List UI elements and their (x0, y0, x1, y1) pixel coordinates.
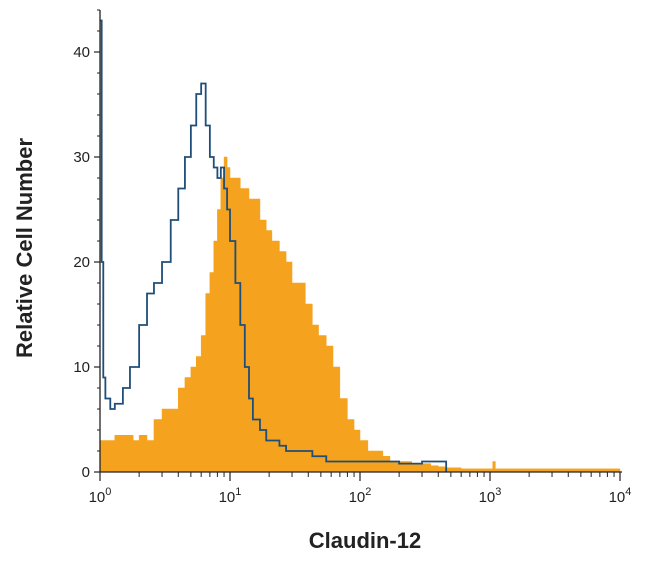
y-tick-label: 20 (73, 254, 90, 271)
y-tick-label: 30 (73, 149, 90, 166)
y-tick-label: 0 (82, 464, 90, 481)
x-tick-label: 100 (89, 486, 112, 506)
y-tick-label: 10 (73, 359, 90, 376)
x-tick-label: 102 (349, 486, 372, 506)
y-tick-label: 40 (73, 44, 90, 61)
x-tick-label: 101 (219, 486, 242, 506)
y-axis-title: Relative Cell Number (12, 138, 37, 359)
series-layer (99, 19, 621, 473)
x-tick-label: 103 (479, 486, 502, 506)
ticks-layer: 0 10 20 30 40 100 101 102 103 104 (73, 9, 632, 506)
series-outline-histogram (100, 19, 448, 472)
x-tick-label: 104 (609, 486, 632, 506)
x-axis-title: Claudin-12 (309, 528, 421, 553)
